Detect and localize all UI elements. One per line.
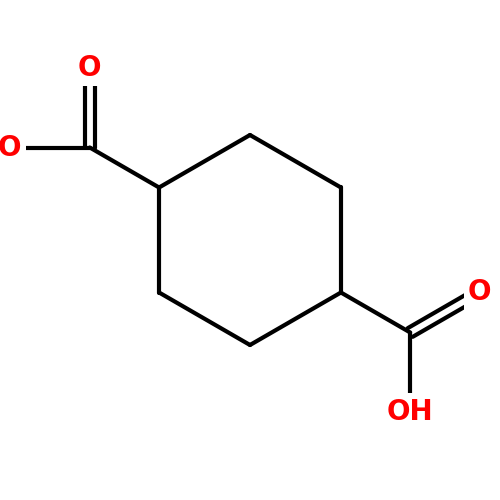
Text: O: O: [0, 134, 22, 162]
Text: OH: OH: [387, 398, 434, 426]
Text: O: O: [468, 278, 491, 306]
Text: O: O: [78, 54, 102, 82]
